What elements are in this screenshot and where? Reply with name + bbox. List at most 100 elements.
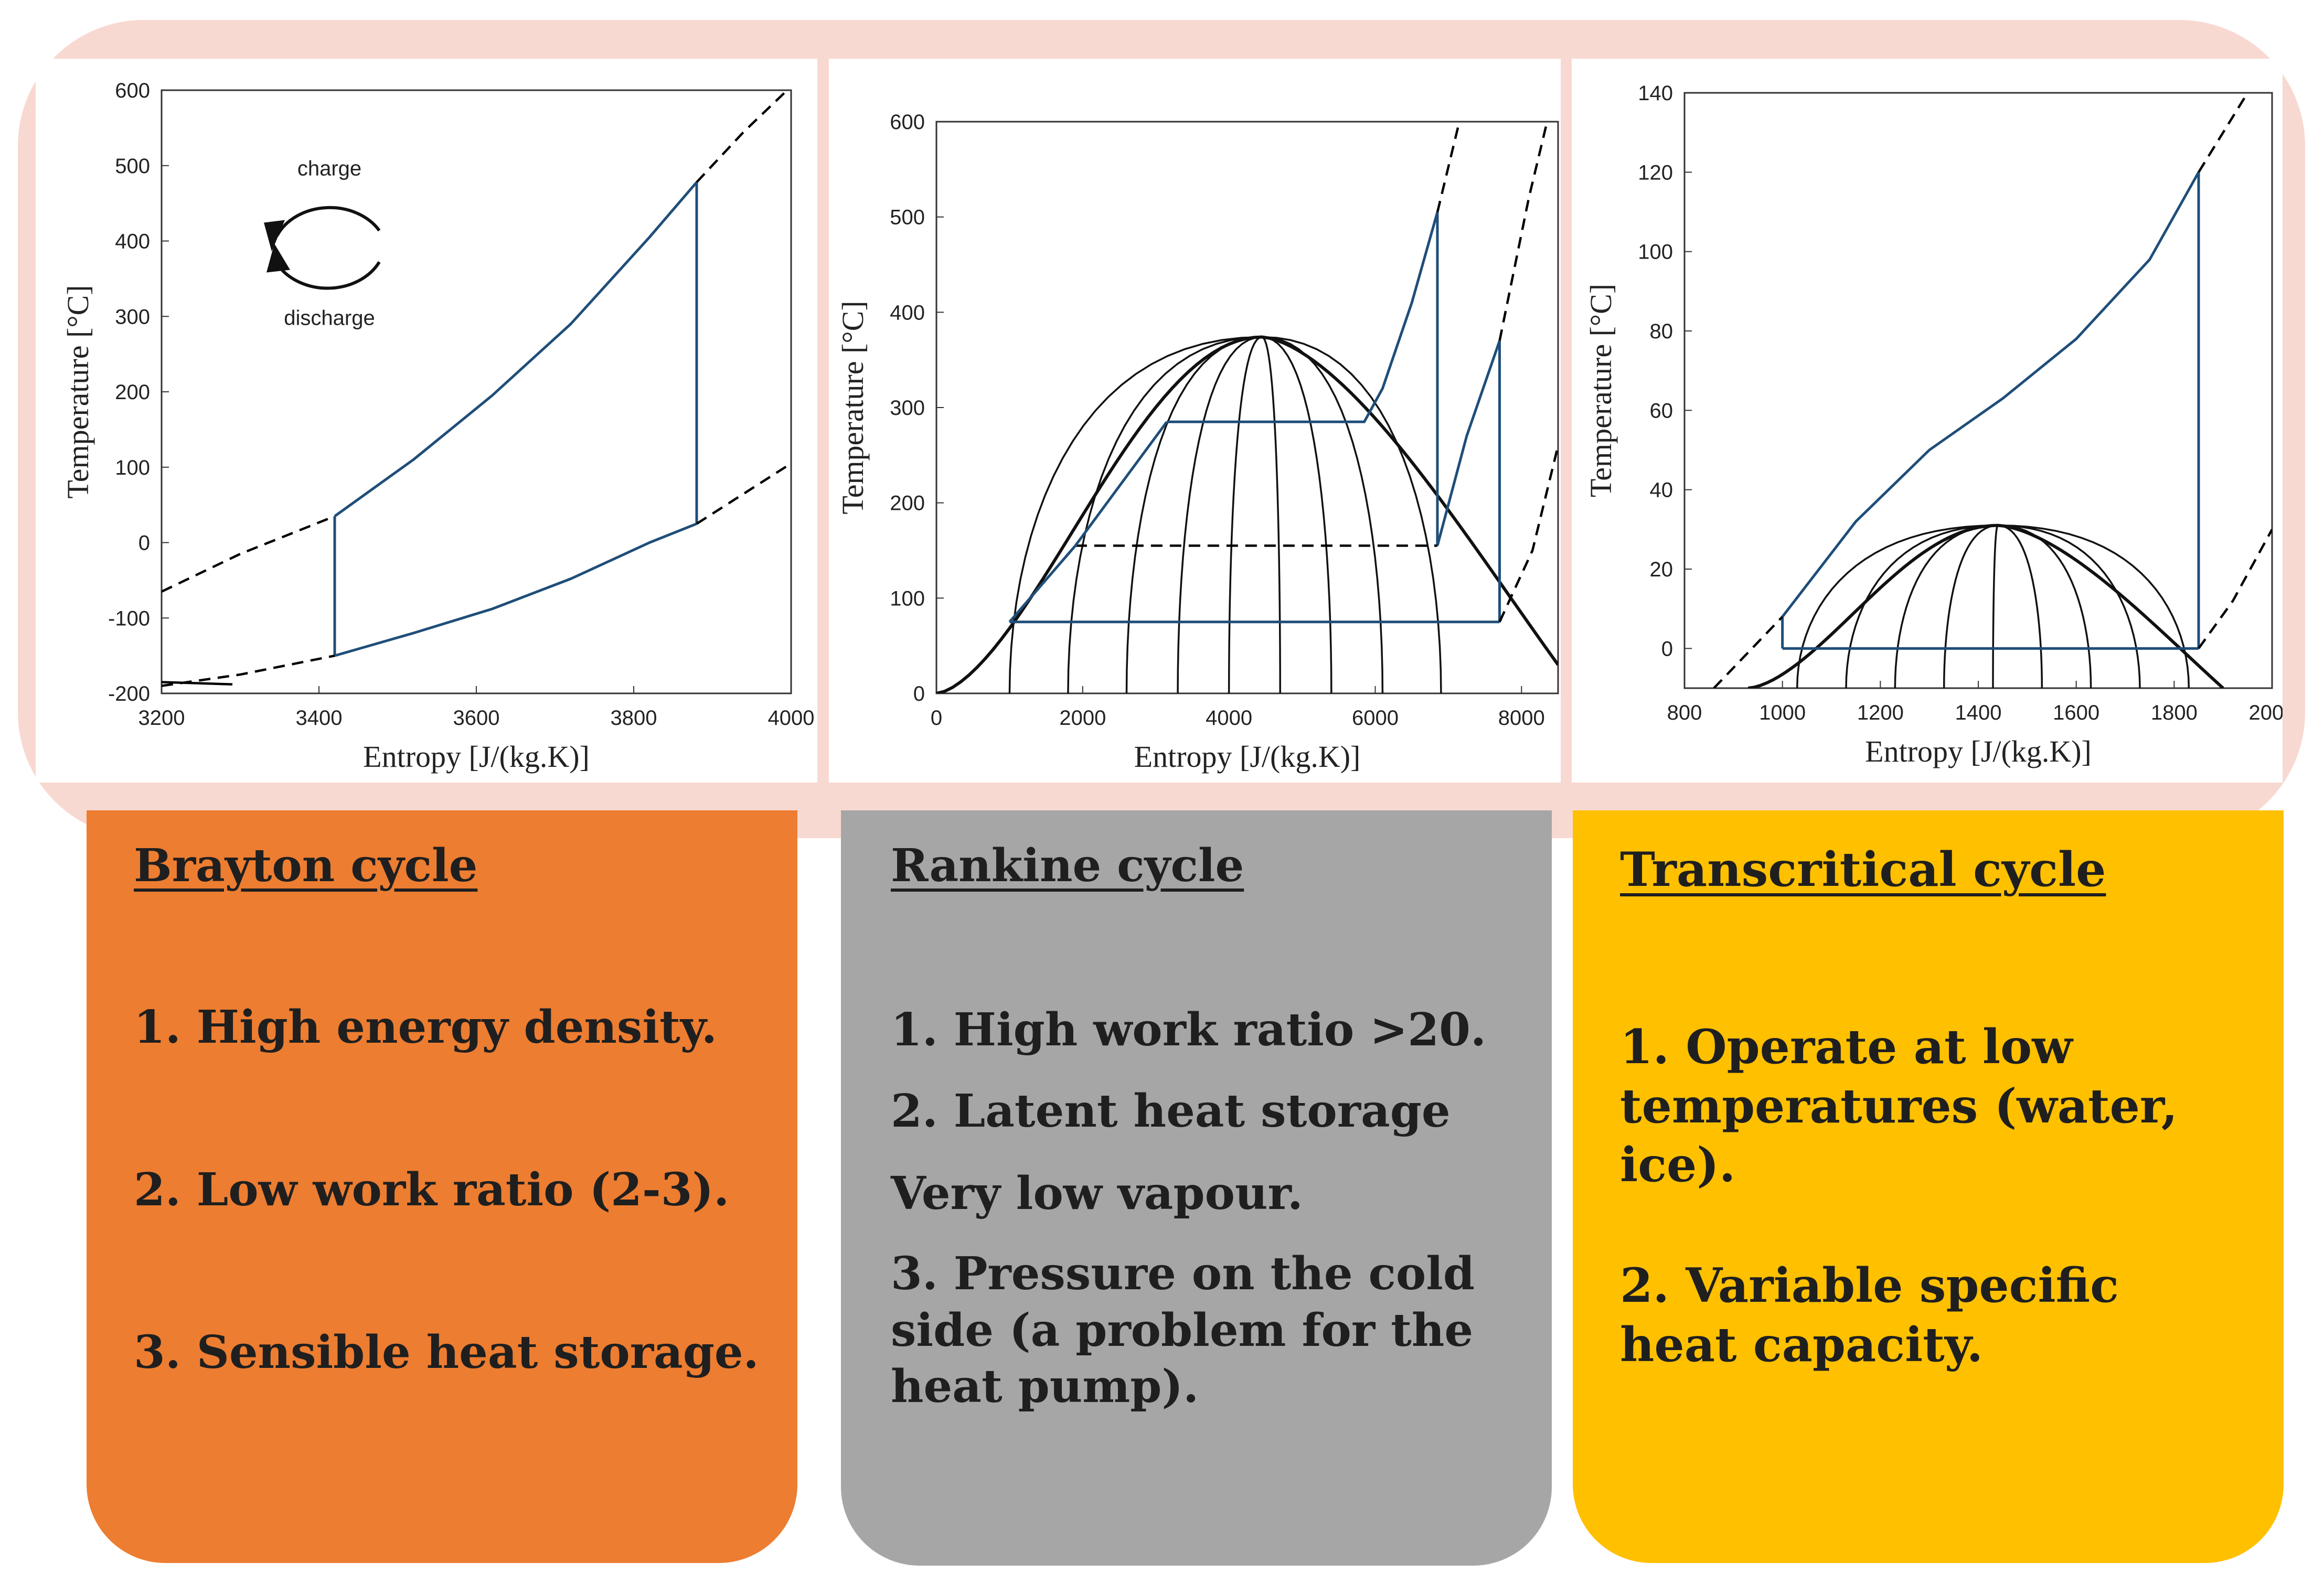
y-tick-label: 20 [1650,558,1673,581]
y-tick-label: 200 [890,492,925,515]
x-tick-label: 3200 [138,707,185,730]
series-line [334,522,697,657]
x-tick-label: 2000 [1059,707,1106,730]
x-tick-label: 1600 [2053,701,2099,724]
x-tick-label: 1000 [1759,701,1806,724]
brayton-item-2: 2. Low work ratio (2-3). [134,1163,730,1216]
series-line [162,515,335,593]
quality-line [1262,336,1442,693]
series-line [162,654,335,687]
rankine-card-title: Rankine cycle [891,839,1244,892]
series-line [696,90,788,183]
x-tick-label: 4000 [768,707,815,730]
series-line [1167,211,1439,423]
quality-line [1008,336,1262,693]
series-line [2198,93,2249,173]
transcritical-card: Transcritical cycle 1. Operate at low te… [1573,810,2284,1563]
x-tick-label: 4000 [1206,707,1252,730]
y-tick-label: 500 [115,155,150,178]
rankine-card: Rankine cycle 1. High work ratio >20. 2.… [841,810,1552,1566]
y-tick-label: 200 [115,381,150,404]
plot-area [162,90,791,687]
y-tick-label: 100 [890,587,925,610]
charge-arrow [275,206,381,237]
quality-line [1943,525,1998,688]
series-line [696,462,791,525]
brayton-item-3: 3. Sensible heat storage. [134,1326,759,1379]
transcritical-chart-panel: 800 1000 1200 1400 1600 1800 2000 0 20 40 60 80 100 1… [1572,59,2283,783]
plot-frame [1683,92,2273,689]
y-tick-label: 600 [890,111,925,134]
rankine-item-4: 3. Pressure on the cold side (a problem … [891,1247,1475,1413]
rankine-item-3: Very low vapour. [891,1167,1303,1220]
y-tick-label: 100 [1638,241,1673,264]
series-line [1498,122,1549,341]
y-tick-label: 120 [1638,161,1673,184]
x-tick-label: 3800 [611,707,657,730]
series-line [1436,340,1501,547]
series-line [1498,445,1558,623]
series-line [2198,529,2272,649]
rankine-chart: 0 2000 4000 6000 8000 0 100 200 300 400 500 600 Entr… [836,111,1559,774]
quality-line [1998,525,2092,688]
transcritical-chart: 800 1000 1200 1400 1600 1800 2000 0 20 40 60 80 100 1… [1584,82,2283,768]
quality-line [1177,336,1262,693]
brayton-card: Brayton cycle 1. High energy density. 2.… [87,810,797,1563]
y-tick-label: 400 [890,301,925,324]
transcritical-item-2: 2. Variable specific heat capacity. [1620,1258,2119,1373]
y-tick-label: 140 [1638,82,1673,105]
arrowhead-icon [266,243,290,273]
quality-line [1998,525,2190,688]
quality-line [1894,525,1998,688]
rankine-item-1: 1. High work ratio >20. [891,1003,1486,1056]
rankine-chart-panel: 0 2000 4000 6000 8000 0 100 200 300 400 500 600 Entr… [829,59,1561,783]
quality-line [1228,336,1262,693]
x-tick-label: 3400 [296,707,343,730]
x-tick-label: 3600 [453,707,500,730]
plot-area [936,122,1558,693]
brayton-chart: 3200 3400 3600 3800 4000 -200 -100 0 100 200 300 40… [61,79,815,774]
quality-line [1998,525,2043,688]
quality-line [1261,336,1281,693]
rankine-item-2: 2. Latent heat storage [891,1085,1451,1138]
quality-line [1067,336,1262,693]
y-tick-label: 600 [115,79,150,102]
x-tick-label: 1400 [1955,701,2002,724]
series-line [162,681,233,686]
y-axis-label: Temperature [°C] [61,285,95,498]
y-tick-label: 0 [138,532,150,555]
y-tick-label: 100 [115,456,150,479]
x-axis-label: Entropy [J/(kg.K)] [1865,734,2092,768]
y-tick-label: 60 [1650,399,1673,422]
quality-line [1796,525,1998,688]
y-axis-label: Temperature [°C] [836,301,870,514]
y-tick-label: 80 [1650,320,1673,343]
x-tick-label: 6000 [1352,707,1399,730]
y-tick-label: 300 [890,397,925,420]
quality-line [1262,336,1384,693]
x-tick-label: 1200 [1857,701,1904,724]
brayton-item-1: 1. High energy density. [134,1001,717,1054]
discharge-arrow [278,261,381,290]
y-tick-label: -200 [108,682,150,705]
y-tick-label: 0 [913,682,925,705]
y-tick-label: 0 [1661,637,1673,660]
y-tick-label: -100 [108,607,150,630]
quality-line [1992,525,1999,688]
transcritical-card-title: Transcritical cycle [1620,842,2106,897]
x-axis-label: Entropy [J/(kg.K)] [1134,740,1361,774]
plot-area [1713,93,2272,688]
charge-label: charge [297,157,361,180]
quality-line [1845,525,1998,688]
y-tick-label: 400 [115,230,150,253]
y-tick-label: 40 [1650,479,1673,502]
brayton-chart-panel: 3200 3400 3600 3800 4000 -200 -100 0 100 200 300 40… [36,59,817,783]
series-line [334,181,698,518]
x-tick-label: 800 [1667,701,1702,724]
transcritical-item-1: 1. Operate at low temperatures (water, i… [1620,1019,2178,1193]
x-tick-label: 8000 [1498,707,1545,730]
quality-line [1125,336,1262,693]
series-line [1008,421,1168,623]
x-tick-label: 0 [931,707,942,730]
